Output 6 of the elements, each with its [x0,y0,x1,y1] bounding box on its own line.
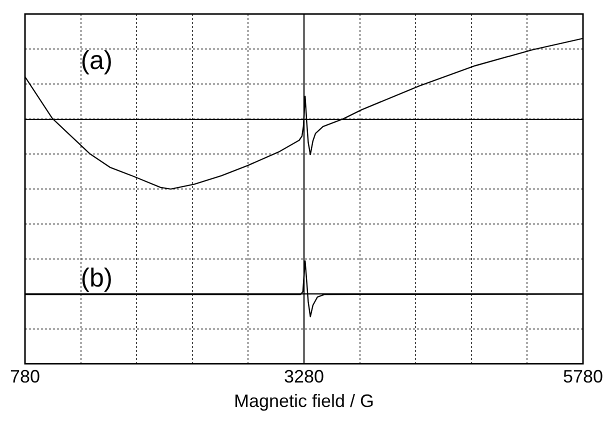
series-label: (b) [80,262,113,293]
series-label: (a) [80,44,113,75]
x-tick-label: 5780 [562,366,604,387]
x-axis-title: Magnetic field / G [234,391,374,412]
x-tick-label: 3280 [284,366,324,387]
x-tick-label: 780 [10,366,40,387]
